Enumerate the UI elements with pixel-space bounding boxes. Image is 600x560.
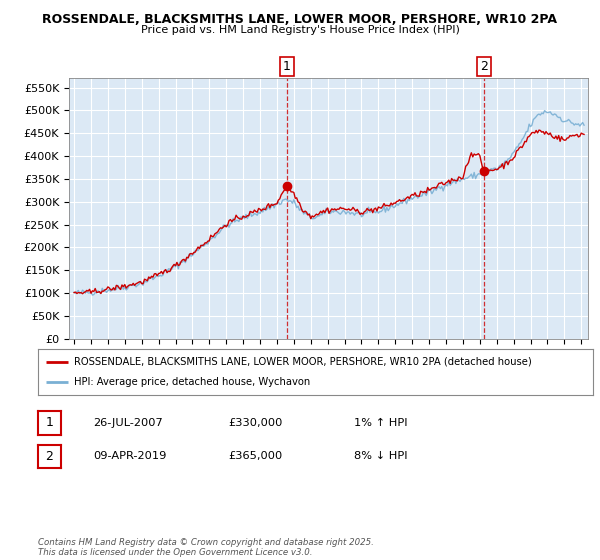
Text: 1% ↑ HPI: 1% ↑ HPI [354, 418, 407, 428]
Text: 2: 2 [481, 60, 488, 73]
Text: HPI: Average price, detached house, Wychavon: HPI: Average price, detached house, Wych… [74, 377, 310, 387]
Text: 1: 1 [283, 60, 290, 73]
Text: £330,000: £330,000 [228, 418, 283, 428]
Text: 26-JUL-2007: 26-JUL-2007 [93, 418, 163, 428]
Text: 1: 1 [45, 416, 53, 430]
Text: £365,000: £365,000 [228, 451, 282, 461]
Text: ROSSENDALE, BLACKSMITHS LANE, LOWER MOOR, PERSHORE, WR10 2PA (detached house): ROSSENDALE, BLACKSMITHS LANE, LOWER MOOR… [74, 357, 532, 367]
Text: Contains HM Land Registry data © Crown copyright and database right 2025.
This d: Contains HM Land Registry data © Crown c… [38, 538, 374, 557]
Text: ROSSENDALE, BLACKSMITHS LANE, LOWER MOOR, PERSHORE, WR10 2PA: ROSSENDALE, BLACKSMITHS LANE, LOWER MOOR… [43, 13, 557, 26]
Text: 8% ↓ HPI: 8% ↓ HPI [354, 451, 407, 461]
Text: 09-APR-2019: 09-APR-2019 [93, 451, 166, 461]
Text: Price paid vs. HM Land Registry's House Price Index (HPI): Price paid vs. HM Land Registry's House … [140, 25, 460, 35]
Text: 2: 2 [45, 450, 53, 463]
